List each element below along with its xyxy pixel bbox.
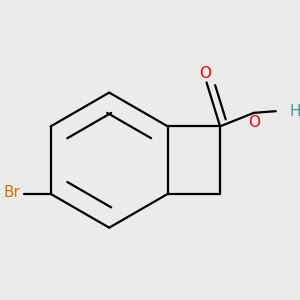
Text: O: O bbox=[248, 115, 260, 130]
Text: Br: Br bbox=[4, 185, 20, 200]
Text: H: H bbox=[289, 104, 300, 119]
Text: O: O bbox=[199, 66, 211, 81]
